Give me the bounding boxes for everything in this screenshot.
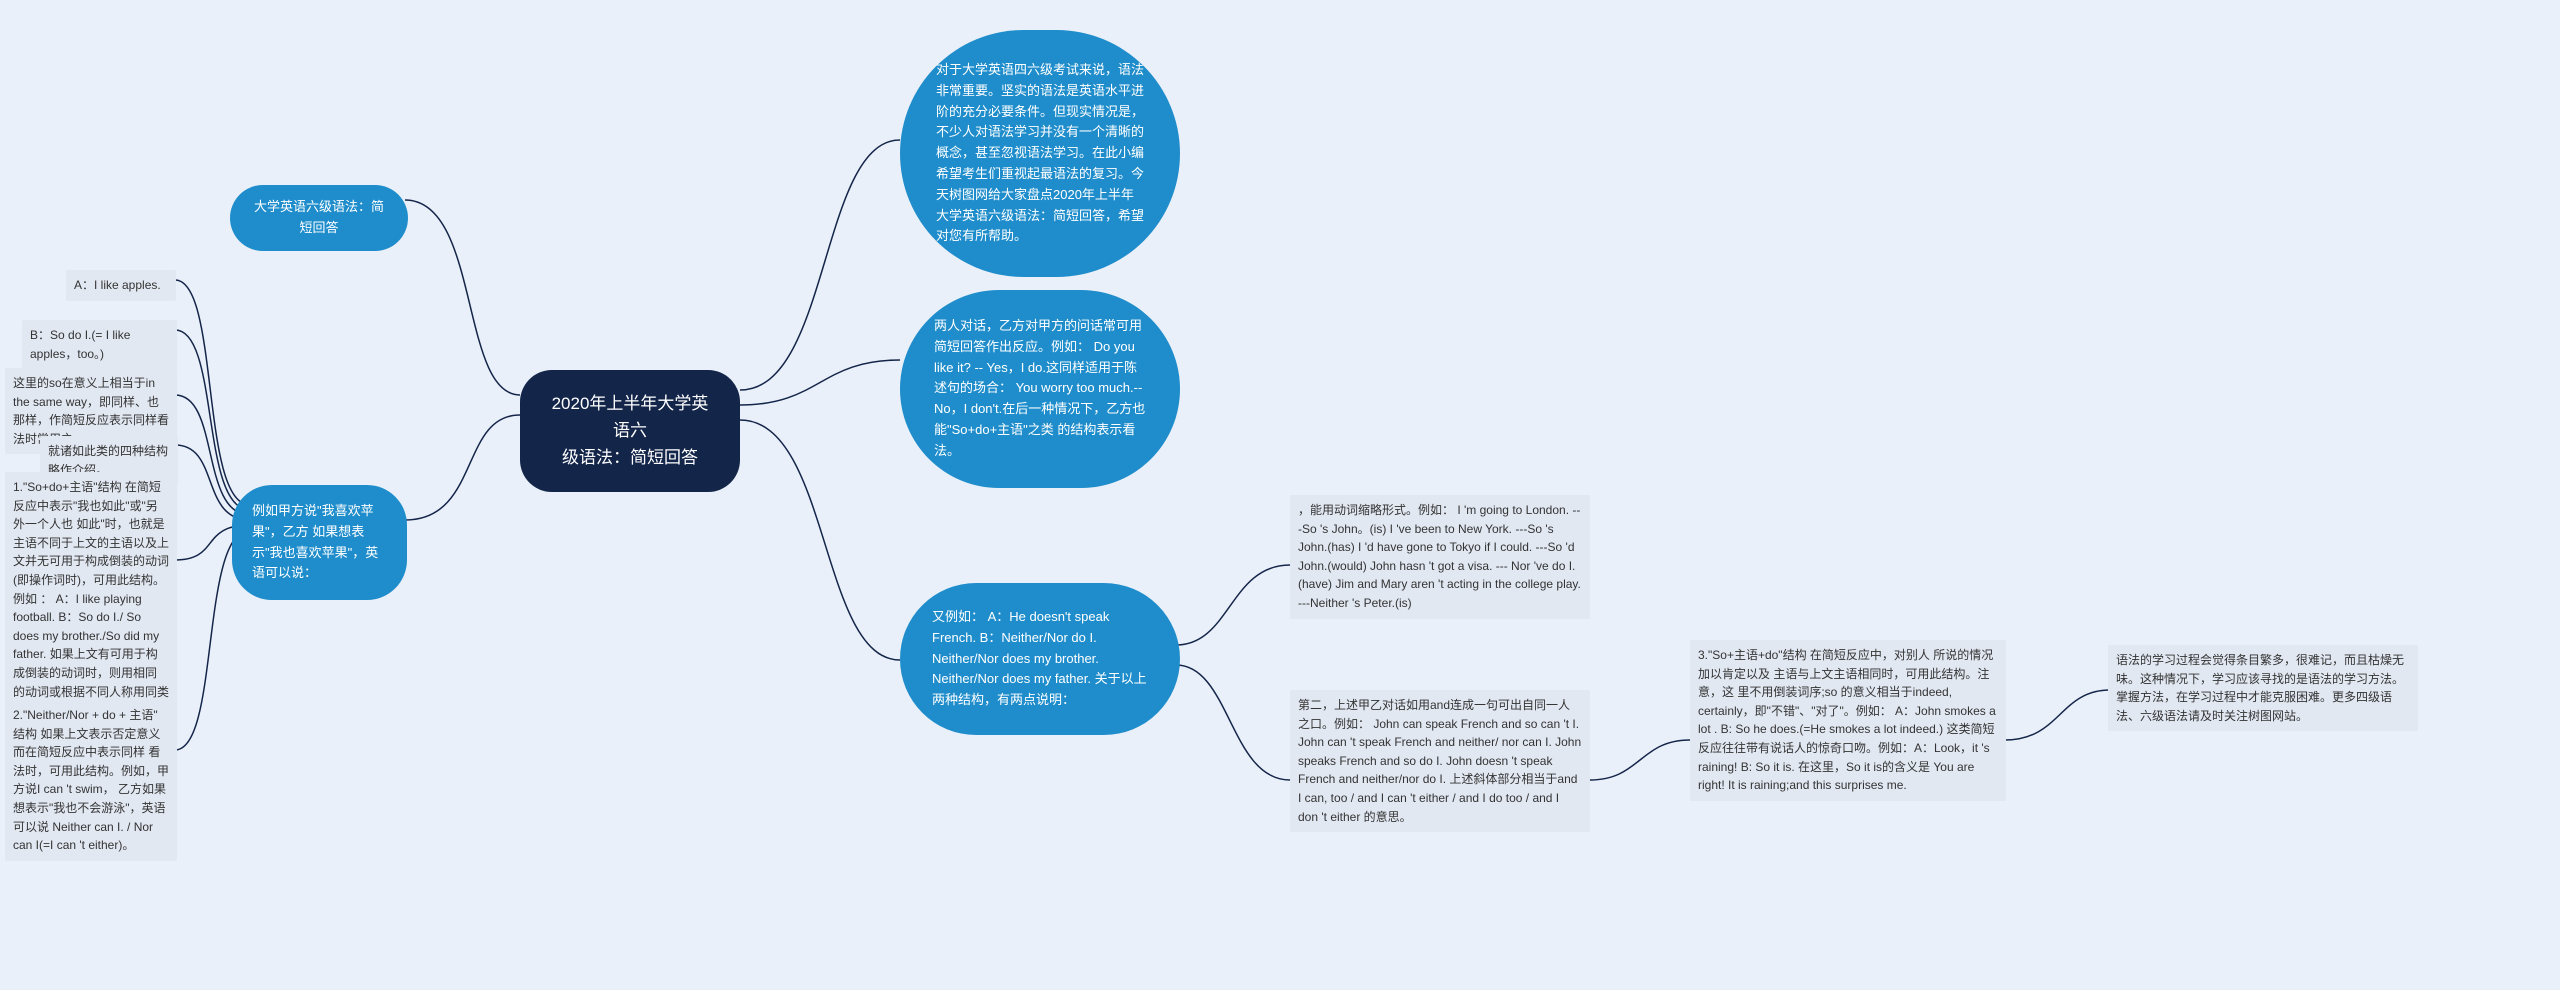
left-example1-text: 例如甲方说"我喜欢苹果"，乙方 如果想表示"我也喜欢苹果"，英语可以说： xyxy=(252,503,378,580)
rightbox-g: ，能用动词缩略形式。例如： I 'm going to London. ---S… xyxy=(1290,495,1590,619)
bubble-intro: 对于大学英语四六级考试来说，语法非常重要。坚实的语法是英语水平进阶的充分必要条件… xyxy=(900,30,1180,277)
rightbox-i: 3."So+主语+do"结构 在简短反应中，对别人 所说的情况加以肯定以及 主语… xyxy=(1690,640,2006,801)
intro-text: 对于大学英语四六级考试来说，语法非常重要。坚实的语法是英语水平进阶的充分必要条件… xyxy=(936,62,1144,243)
leftbox-b: B：So do I.(= I like apples，too。) xyxy=(22,320,177,369)
leftbox-f: 2."Neither/Nor + do + 主语" 结构 如果上文表示否定意义而… xyxy=(5,700,177,861)
leftbox-a: A：I like apples. xyxy=(66,270,176,301)
rightbox-j: 语法的学习过程会觉得条目繁多，很难记，而且枯燥无味。这种情况下，学习应该寻找的是… xyxy=(2108,645,2418,731)
rightbox-h: 第二，上述甲乙对话如用and连成一句可出自同一人 之口。例如： John can… xyxy=(1290,690,1590,832)
root-line1: 2020年上半年大学英语六 xyxy=(548,390,712,444)
bubble-left-title: 大学英语六级语法：简短回答 xyxy=(230,185,408,251)
example2-text: 又例如： A：He doesn't speak French. B：Neithe… xyxy=(932,609,1147,707)
bubble-dialog: 两人对话，乙方对甲方的问话常可用简短回答作出反应。例如： Do you like… xyxy=(900,290,1180,488)
bubble-left-example1: 例如甲方说"我喜欢苹果"，乙方 如果想表示"我也喜欢苹果"，英语可以说： xyxy=(232,485,407,600)
left-title-text: 大学英语六级语法：简短回答 xyxy=(254,199,384,235)
bubble-example2: 又例如： A：He doesn't speak French. B：Neithe… xyxy=(900,583,1180,735)
root-node: 2020年上半年大学英语六 级语法：简短回答 xyxy=(520,370,740,492)
dialog-text: 两人对话，乙方对甲方的问话常可用简短回答作出反应。例如： Do you like… xyxy=(934,318,1145,458)
root-line2: 级语法：简短回答 xyxy=(548,444,712,471)
